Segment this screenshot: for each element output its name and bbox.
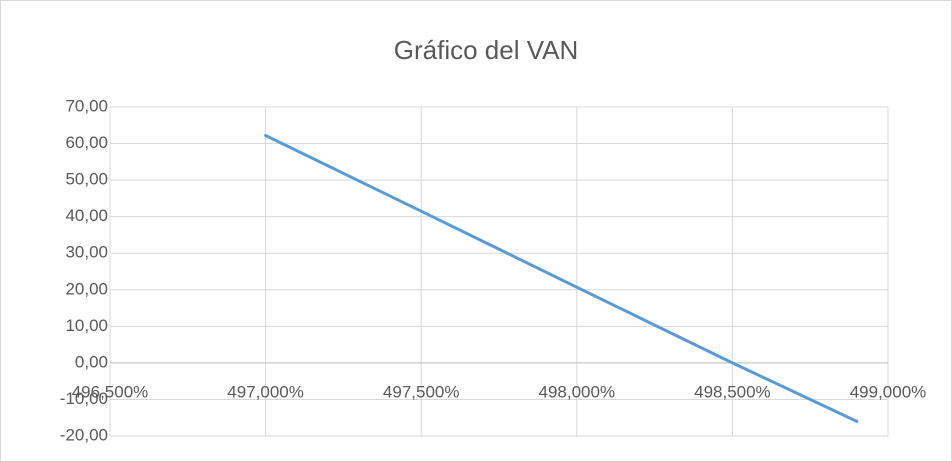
y-tick-label: 50,00 (65, 170, 108, 189)
y-tick-label: 20,00 (65, 279, 108, 298)
x-tick-label: 498,000% (539, 382, 616, 401)
y-tick-label: -10,00 (60, 389, 108, 408)
x-tick-label: 499,000% (850, 382, 927, 401)
y-tick-label: -20,00 (60, 425, 108, 444)
x-tick-label: 496,500% (72, 382, 149, 401)
chart-title: Gráfico del VAN (394, 35, 578, 65)
y-tick-label: 30,00 (65, 243, 108, 262)
y-tick-label: 60,00 (65, 133, 108, 152)
x-tick-label: 497,500% (383, 382, 460, 401)
x-tick-label: 498,500% (694, 382, 771, 401)
y-tick-label: 10,00 (65, 316, 108, 335)
y-tick-label: 40,00 (65, 206, 108, 225)
x-tick-label: 497,000% (227, 382, 304, 401)
y-tick-label: 70,00 (65, 96, 108, 115)
data-line (264, 134, 859, 423)
y-tick-label: 0,00 (75, 352, 108, 371)
